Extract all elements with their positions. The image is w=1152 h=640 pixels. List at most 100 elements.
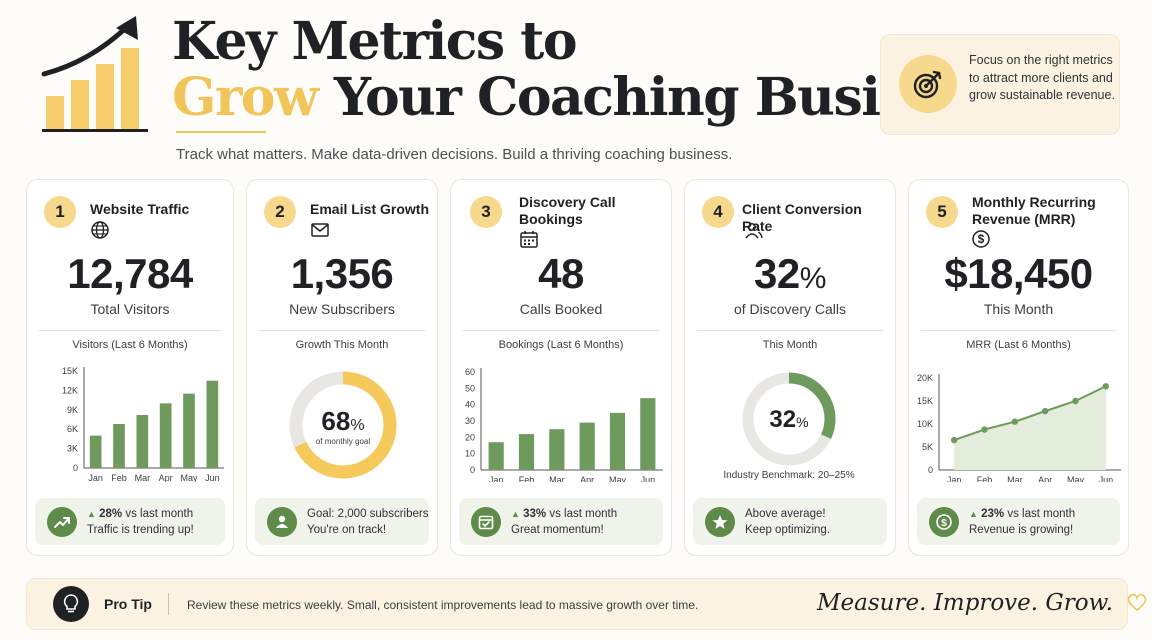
heart-icon <box>1127 593 1147 612</box>
y-tick-label: 10 <box>465 449 475 459</box>
donut-value: 68% <box>321 406 364 436</box>
card-footer: $ ▲ 23% vs last month Revenue is growing… <box>917 498 1120 545</box>
data-point <box>950 436 958 444</box>
x-tick-label: Mar <box>135 473 151 482</box>
bar <box>89 435 102 468</box>
star-icon <box>705 507 735 537</box>
bar <box>136 414 149 468</box>
y-tick-label: 9K <box>67 405 78 415</box>
x-tick-label: Mar <box>549 475 565 482</box>
up-arrow-icon: ▲ <box>87 509 96 519</box>
donut-fill <box>742 372 836 466</box>
footer-change: 23% <box>981 508 1005 520</box>
x-tick-label: Apr <box>1038 475 1052 482</box>
trend-up-icon <box>47 507 77 537</box>
footer-change: 33% <box>523 508 547 520</box>
conversion-donut: 32% Industry Benchmark: 20–25% <box>723 372 855 481</box>
bar <box>113 424 125 468</box>
donut-value: 32% <box>769 406 808 433</box>
card-divider <box>259 330 425 331</box>
x-tick-label: Apr <box>159 473 173 482</box>
data-point <box>1041 407 1049 415</box>
footer-line-2: Revenue is growing! <box>969 524 1074 536</box>
card-title: Discovery Call Bookings <box>519 194 616 227</box>
footer-line-2: You're on track! <box>307 524 387 536</box>
donut-suffix: % <box>350 417 364 434</box>
tagline: Measure. Improve. Grow. <box>817 590 1148 616</box>
metric-label: Total Visitors <box>90 301 170 317</box>
card-divider <box>463 330 659 331</box>
page-subtitle: Track what matters. Make data-driven dec… <box>176 146 733 163</box>
footer-change: 28% <box>99 508 123 520</box>
bar <box>183 393 195 468</box>
lightbulb-icon <box>53 586 89 622</box>
bar <box>609 412 626 470</box>
chart-title: Bookings (Last 6 Months) <box>498 339 624 351</box>
data-point <box>1072 397 1079 405</box>
bar <box>159 403 172 468</box>
card-number: 3 <box>470 196 502 228</box>
donut-number: 32 <box>769 406 796 433</box>
globe-icon <box>91 221 109 239</box>
dollar-icon: $ <box>972 230 990 248</box>
tip-divider <box>168 593 169 615</box>
y-tick-label: 15K <box>62 366 78 376</box>
card-number: 4 <box>702 196 734 228</box>
target-icon <box>899 55 957 113</box>
y-tick-label: 12K <box>62 385 78 395</box>
x-tick-label: Jan <box>88 473 103 482</box>
donut-label: of monthly goal <box>316 437 370 446</box>
y-tick-label: 40 <box>465 400 475 410</box>
card-divider <box>921 330 1116 331</box>
y-tick-label: 0 <box>73 463 78 473</box>
card-footer: Above average! Keep optimizing. <box>693 498 887 545</box>
x-tick-label: Mar <box>1007 475 1023 482</box>
y-tick-label: 30 <box>465 416 475 426</box>
data-point <box>1011 418 1019 425</box>
focus-callout: Focus on the right metrics to attract mo… <box>880 34 1120 135</box>
metric-value: 48 <box>538 250 584 297</box>
growth-bars-arrow-icon <box>41 16 148 132</box>
card-title: Website Traffic <box>90 201 190 217</box>
chart-title: Growth This Month <box>295 339 389 351</box>
card-footer: ▲ 33% vs last month Great momentum! <box>459 498 663 545</box>
metric-value: 12,784 <box>67 250 193 297</box>
calendar-icon <box>520 231 538 248</box>
tagline-text: Measure. Improve. Grow. <box>817 590 1113 616</box>
x-tick-label: May <box>1067 475 1085 482</box>
metric-value: 1,356 <box>290 250 394 297</box>
footer-text: ▲ 28% vs last month Traffic is trending … <box>87 506 194 538</box>
dollar-coin-icon: $ <box>929 507 959 537</box>
x-tick-label: Jun <box>1099 475 1114 482</box>
card-website-traffic: 1 Website Traffic 12,784 Total Visitors … <box>26 179 234 556</box>
card-title: Client Conversion Rate <box>742 201 862 234</box>
donut-fill <box>289 371 397 479</box>
bar <box>640 398 656 470</box>
metric-label: of Discovery Calls <box>733 301 847 317</box>
pro-tip-label: Pro Tip <box>104 596 152 612</box>
footer-text: ▲ 23% vs last month Revenue is growing! <box>969 506 1075 538</box>
footer-line-2: Keep optimizing. <box>745 524 831 536</box>
bar <box>549 429 565 470</box>
x-tick-label: Feb <box>111 473 127 482</box>
pro-tip-bar: Pro Tip Review these metrics weekly. Sma… <box>26 578 1147 630</box>
x-tick-label: Jan <box>947 475 962 482</box>
subscriber-goal-donut: 68%of monthly goal <box>289 371 397 479</box>
card-discovery-call-bookings: 3 Discovery Call Bookings 48 Calls Booke… <box>450 179 672 556</box>
bookings-bar-chart: 0 10 20 30 40 50 60 Jan Feb Mar Apr May Jun <box>465 367 663 482</box>
card-email-list-growth: 2 Email List Growth 1,356 New Subscriber… <box>246 179 438 556</box>
x-tick-label: Feb <box>977 475 993 482</box>
donut-number: 68 <box>321 406 350 436</box>
card-footer: Goal: 2,000 subscribers You're on track! <box>255 498 429 545</box>
y-tick-label: 15K <box>917 396 933 406</box>
x-tick-label: Feb <box>519 475 535 482</box>
x-tick-label: Jun <box>205 473 220 482</box>
y-tick-label: 50 <box>465 383 475 393</box>
calendar-check-icon <box>471 507 501 537</box>
data-point <box>1102 383 1110 390</box>
x-tick-label: May <box>609 475 627 482</box>
area-fill <box>954 386 1106 470</box>
chart-title: MRR (Last 6 Months) <box>966 339 1071 351</box>
svg-text:$: $ <box>978 232 985 246</box>
up-arrow-icon: ▲ <box>969 509 978 519</box>
